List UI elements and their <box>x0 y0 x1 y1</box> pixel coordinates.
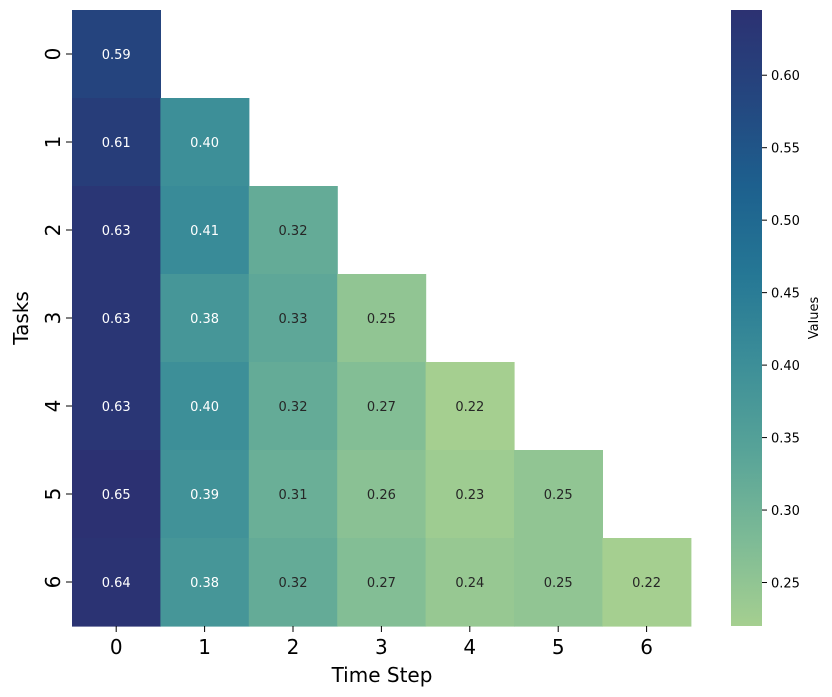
colorbar-ticks: 0.25 0.30 0.35 0.40 0.45 0.50 0.55 0.60 <box>762 69 800 592</box>
heatmap-cell <box>248 186 338 275</box>
colorbar-tick-label: 0.45 <box>771 287 800 302</box>
x-tick-label: 2 <box>287 635 300 659</box>
heatmap-cell <box>337 538 427 627</box>
heatmap-cell <box>602 538 692 627</box>
cell-value-label: 0.65 <box>102 488 131 503</box>
x-tick-label: 5 <box>552 635 565 659</box>
cell-value-label: 0.61 <box>102 136 131 151</box>
heatmap-cell <box>160 186 250 275</box>
heatmap-cell <box>248 450 338 539</box>
heatmap-cell <box>72 450 161 539</box>
cell-value-label: 0.32 <box>279 576 308 591</box>
heatmap-cell <box>160 362 250 451</box>
x-tick-label: 4 <box>463 635 476 659</box>
heatmap-cell <box>248 274 338 363</box>
y-tick-label: 1 <box>41 136 65 149</box>
heatmap-cell <box>160 538 250 627</box>
y-tick-label: 2 <box>41 224 65 237</box>
cell-value-label: 0.22 <box>632 576 661 591</box>
heatmap-cell <box>72 538 161 627</box>
heatmap-cell <box>72 362 161 451</box>
cell-value-label: 0.38 <box>190 576 219 591</box>
cell-value-label: 0.33 <box>279 312 308 327</box>
heatmap-cell <box>514 450 603 539</box>
heatmap-cell-labels: 0.59 0.61 0.40 0.63 0.41 0.32 0.63 0.38 0.33 0.25… <box>102 48 661 591</box>
heatmap-cell <box>425 362 515 451</box>
cell-value-label: 0.63 <box>102 224 131 239</box>
x-tick-label: 0 <box>110 635 123 659</box>
y-tick-label: 6 <box>41 576 65 589</box>
cell-value-label: 0.24 <box>455 576 484 591</box>
cell-value-label: 0.41 <box>190 224 219 239</box>
x-tick-label: 6 <box>640 635 653 659</box>
cell-value-label: 0.64 <box>102 576 131 591</box>
cell-value-label: 0.22 <box>455 400 484 415</box>
cell-value-label: 0.40 <box>190 136 219 151</box>
cell-value-label: 0.40 <box>190 400 219 415</box>
heatmap-cell <box>72 98 161 187</box>
y-axis-ticks: 0 1 2 3 4 5 6 <box>41 48 72 589</box>
heatmap-cell <box>248 538 338 627</box>
cell-value-label: 0.31 <box>279 488 308 503</box>
heatmap-cell <box>248 362 338 451</box>
heatmap-cell <box>72 10 161 99</box>
cell-value-label: 0.63 <box>102 312 131 327</box>
heatmap-cell <box>337 362 427 451</box>
colorbar <box>731 10 762 626</box>
heatmap-cell <box>160 274 250 363</box>
y-axis-title: Tasks <box>9 291 33 346</box>
heatmap-cells <box>72 10 692 627</box>
colorbar-tick-label: 0.25 <box>771 577 800 592</box>
x-axis-ticks: 0 1 2 3 4 5 6 <box>110 626 653 659</box>
cell-value-label: 0.27 <box>367 400 396 415</box>
cell-value-label: 0.23 <box>455 488 484 503</box>
heatmap-cell <box>337 450 427 539</box>
cell-value-label: 0.32 <box>279 400 308 415</box>
heatmap-cell <box>160 98 250 187</box>
heatmap-cell <box>514 538 603 627</box>
cell-value-label: 0.25 <box>367 312 396 327</box>
colorbar-tick-label: 0.60 <box>771 69 800 84</box>
heatmap-cell <box>425 538 515 627</box>
cell-value-label: 0.59 <box>102 48 131 63</box>
y-tick-label: 5 <box>41 488 65 501</box>
x-tick-label: 1 <box>198 635 211 659</box>
x-tick-label: 3 <box>375 635 388 659</box>
heatmap-cell <box>72 274 161 363</box>
heatmap-cell <box>337 274 427 363</box>
cell-value-label: 0.63 <box>102 400 131 415</box>
cell-value-label: 0.39 <box>190 488 219 503</box>
colorbar-tick-label: 0.50 <box>771 214 800 229</box>
colorbar-tick-label: 0.30 <box>771 504 800 519</box>
y-tick-label: 4 <box>41 400 65 413</box>
colorbar-title: Values <box>807 297 822 340</box>
cell-value-label: 0.26 <box>367 488 396 503</box>
cell-value-label: 0.38 <box>190 312 219 327</box>
heatmap-cell <box>425 450 515 539</box>
cell-value-label: 0.32 <box>279 224 308 239</box>
y-tick-label: 3 <box>41 312 65 325</box>
colorbar-tick-label: 0.55 <box>771 142 800 157</box>
cell-value-label: 0.25 <box>544 488 573 503</box>
colorbar-tick-label: 0.35 <box>771 432 800 447</box>
cell-value-label: 0.25 <box>544 576 573 591</box>
heatmap-cell <box>72 186 161 275</box>
y-tick-label: 0 <box>41 48 65 61</box>
cell-value-label: 0.27 <box>367 576 396 591</box>
heatmap-cell <box>160 450 250 539</box>
x-axis-title: Time Step <box>331 663 433 687</box>
colorbar-tick-label: 0.40 <box>771 359 800 374</box>
